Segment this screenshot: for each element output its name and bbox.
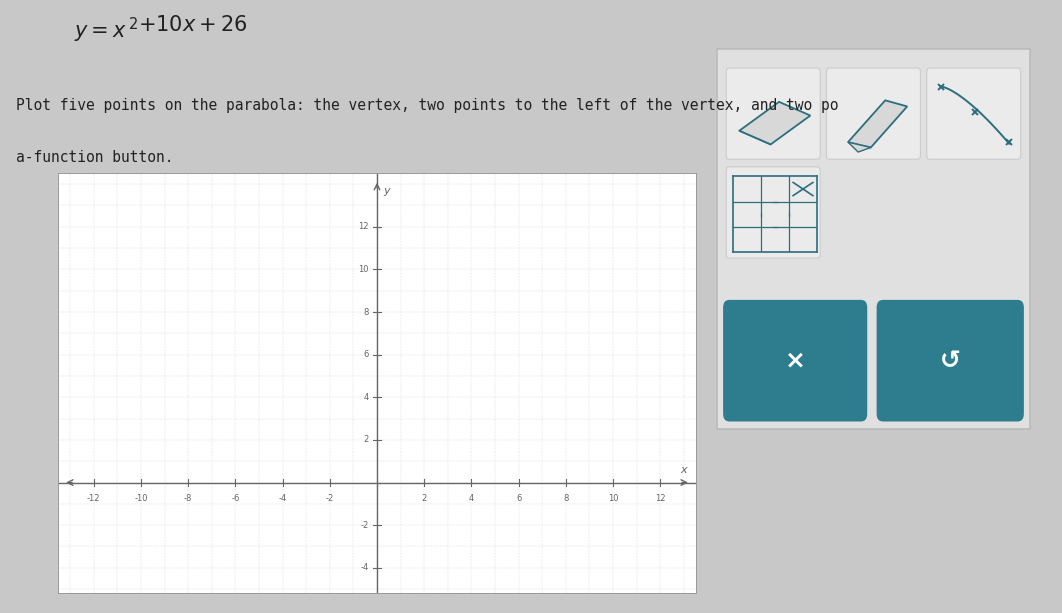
Text: 6: 6 — [363, 350, 369, 359]
Text: 8: 8 — [363, 308, 369, 316]
Text: -4: -4 — [278, 494, 287, 503]
Text: 2: 2 — [422, 494, 427, 503]
Text: $ + 10x+26$: $ + 10x+26$ — [138, 15, 247, 36]
Text: 10: 10 — [607, 494, 618, 503]
Text: -2: -2 — [326, 494, 333, 503]
Text: $y=x^{\,2}$: $y=x^{\,2}$ — [74, 15, 138, 45]
Text: 2: 2 — [363, 435, 369, 444]
FancyBboxPatch shape — [876, 300, 1024, 422]
Text: 4: 4 — [363, 393, 369, 402]
Text: 4: 4 — [468, 494, 474, 503]
Text: 6: 6 — [516, 494, 521, 503]
FancyBboxPatch shape — [726, 68, 820, 159]
FancyBboxPatch shape — [826, 68, 921, 159]
Text: -2: -2 — [360, 520, 369, 530]
Text: -10: -10 — [134, 494, 148, 503]
Text: -8: -8 — [184, 494, 192, 503]
Text: 8: 8 — [563, 494, 568, 503]
Text: 12: 12 — [655, 494, 666, 503]
Text: 12: 12 — [358, 223, 369, 231]
Text: 10: 10 — [358, 265, 369, 274]
Text: Plot five points on the parabola: the vertex, two points to the left of the vert: Plot five points on the parabola: the ve… — [16, 98, 838, 113]
Text: a-function button.: a-function button. — [16, 150, 173, 165]
FancyBboxPatch shape — [927, 68, 1021, 159]
FancyBboxPatch shape — [726, 167, 820, 258]
Text: ↺: ↺ — [940, 349, 961, 373]
Text: -4: -4 — [360, 563, 369, 573]
Text: y: y — [383, 186, 390, 196]
Text: ×: × — [785, 349, 806, 373]
FancyBboxPatch shape — [710, 42, 1037, 436]
Text: -6: -6 — [232, 494, 240, 503]
Text: -12: -12 — [87, 494, 101, 503]
Text: x: x — [681, 465, 687, 475]
FancyBboxPatch shape — [723, 300, 868, 422]
